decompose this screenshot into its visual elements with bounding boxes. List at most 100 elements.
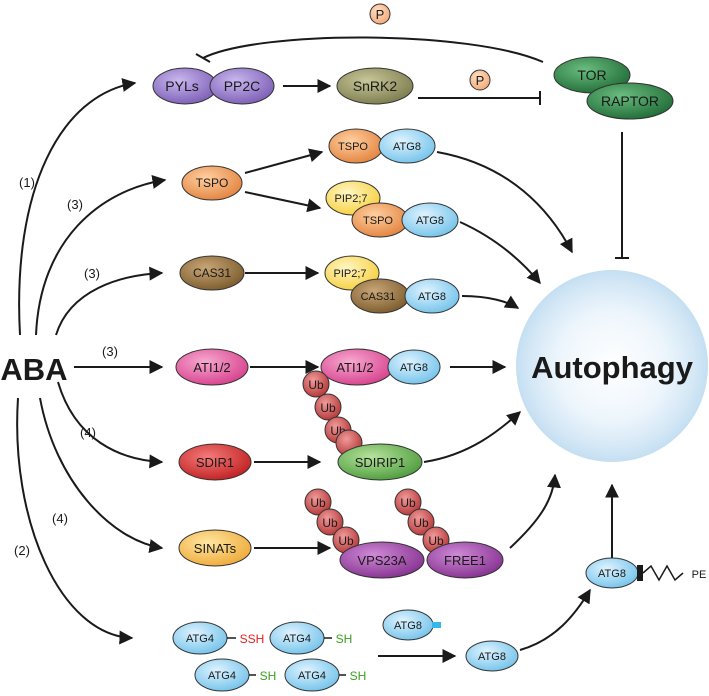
- inhibit-tor-to-pyls: [202, 36, 544, 63]
- arrow-aba-pyls: [18, 78, 137, 336]
- svg-text:ATG4: ATG4: [298, 670, 326, 682]
- svg-text:Ub: Ub: [428, 534, 444, 548]
- svg-text:ATG8: ATG8: [418, 291, 446, 303]
- atg8-tagged: ATG8: [382, 609, 441, 641]
- svg-text:ATI1/2: ATI1/2: [336, 360, 373, 375]
- row6-lines: [254, 473, 561, 555]
- svg-text:PIP2;7: PIP2;7: [333, 268, 366, 280]
- svg-text:Ub: Ub: [320, 401, 336, 415]
- svg-text:VPS23A: VPS23A: [357, 553, 406, 568]
- svg-text:PYLs: PYLs: [165, 78, 198, 94]
- atg8-pe: ATG8 PE: [585, 557, 707, 589]
- svg-text:TSPO: TSPO: [363, 215, 393, 227]
- raptor-protein: RAPTOR: [586, 82, 674, 120]
- snrk2-protein: SnRK2: [336, 67, 414, 105]
- svg-text:PP2C: PP2C: [224, 78, 261, 94]
- row2-lines: [244, 148, 573, 285]
- atg4-ssh: ATG4 SSH: [172, 621, 265, 655]
- arrow-free1-autophagy: [509, 473, 561, 549]
- svg-text:ATI1/2: ATI1/2: [193, 360, 230, 375]
- arrow-aba-cas31: [55, 266, 164, 336]
- arrow-tspo-pip: [244, 191, 322, 213]
- ssh-label: SSH: [240, 632, 265, 646]
- arrow-tspo-atg8: [244, 148, 324, 174]
- svg-text:P: P: [376, 7, 385, 22]
- arrow-aba-tspo: [35, 175, 167, 336]
- svg-text:ATG4: ATG4: [283, 633, 311, 645]
- svg-text:PIP2;7: PIP2;7: [334, 193, 367, 205]
- tspo-protein: TSPO: [181, 165, 243, 201]
- svg-text:CAS31: CAS31: [193, 266, 231, 280]
- svg-text:SH: SH: [350, 669, 367, 683]
- sdirip1-ub-complex: Ub Ub Ub SDIRIP1: [302, 370, 423, 481]
- pe-label: PE: [692, 569, 707, 581]
- svg-text:ATG8: ATG8: [400, 362, 428, 374]
- svg-text:SDIRIP1: SDIRIP1: [355, 455, 406, 470]
- pip-tspo-atg8-complex: PIP2;7 TSPO ATG8: [325, 180, 459, 238]
- path-label-4b: (4): [52, 511, 68, 526]
- phospho-mid: P: [469, 69, 491, 91]
- path-label-4a: (4): [80, 425, 96, 440]
- free1-ub-complex: Ub Ub Ub FREE1: [394, 488, 504, 579]
- row1-lines: [195, 36, 629, 259]
- path-label-3a: (3): [67, 197, 83, 212]
- svg-text:SH: SH: [260, 669, 277, 683]
- svg-text:ATG4: ATG4: [208, 670, 236, 682]
- pp2c-protein: PP2C: [209, 67, 275, 105]
- arrow-piptspo-autophagy: [459, 221, 541, 285]
- path-label-3c: (3): [102, 344, 118, 359]
- row5-lines: [254, 411, 522, 469]
- arrow-aba-atg4: [16, 397, 134, 645]
- svg-text:Ub: Ub: [322, 516, 338, 530]
- path-label-3b: (3): [84, 266, 100, 281]
- arrow-atg8-atg8pe: [519, 588, 591, 651]
- arrow-sdirip1-autophagy: [423, 411, 522, 463]
- sdir1-protein: SDIR1: [178, 443, 252, 481]
- svg-text:SINATs: SINATs: [194, 541, 237, 556]
- phospho-top: P: [369, 3, 391, 25]
- arrow-tspoatg8-autophagy: [436, 151, 573, 254]
- pip-cas31-atg8-complex: PIP2;7 CAS31 ATG8: [324, 255, 460, 314]
- svg-text:ATG4: ATG4: [186, 633, 214, 645]
- pyls-protein: PYLs: [152, 67, 218, 105]
- svg-text:TSPO: TSPO: [338, 141, 368, 153]
- svg-text:ATG8: ATG8: [393, 141, 421, 153]
- svg-text:RAPTOR: RAPTOR: [601, 93, 659, 109]
- vps23a-ub-complex: Ub Ub Ub VPS23A: [304, 488, 425, 579]
- svg-text:ATG8: ATG8: [598, 568, 626, 580]
- svg-text:SDIR1: SDIR1: [196, 455, 234, 470]
- svg-text:Ub: Ub: [400, 496, 416, 510]
- autophagy-label: Autophagy: [531, 350, 694, 385]
- cas31-protein: CAS31: [179, 255, 245, 291]
- tspo-atg8-complex: TSPO ATG8: [328, 128, 436, 164]
- svg-text:SnRK2: SnRK2: [353, 78, 398, 94]
- path-label-1: (1): [19, 175, 35, 190]
- ati12-protein: ATI1/2: [175, 348, 249, 386]
- svg-text:TSPO: TSPO: [196, 176, 229, 190]
- svg-text:SH: SH: [336, 632, 353, 646]
- atg4-sh-3: ATG4 SH: [284, 658, 367, 692]
- arrow-cas31complex-autophagy: [461, 295, 520, 309]
- svg-text:Ub: Ub: [338, 534, 354, 548]
- svg-text:Ub: Ub: [308, 378, 324, 392]
- atg8-free: ATG8: [465, 640, 519, 672]
- svg-text:ATG8: ATG8: [394, 620, 422, 632]
- arrow-aba-sinats: [39, 397, 164, 553]
- atg4-sh-1: ATG4 SH: [269, 621, 353, 655]
- path-label-2: (2): [14, 543, 30, 558]
- aba-label: ABA: [0, 352, 67, 387]
- svg-text:FREE1: FREE1: [444, 553, 486, 568]
- svg-text:TOR: TOR: [577, 67, 606, 83]
- aba-arrows: [16, 78, 167, 645]
- row7-lines: [378, 483, 619, 663]
- ati12-atg8-complex: ATI1/2 ATG8: [320, 348, 441, 386]
- svg-text:P: P: [476, 73, 485, 88]
- svg-text:ATG8: ATG8: [478, 651, 506, 663]
- svg-text:CAS31: CAS31: [361, 291, 396, 303]
- arrow-aba-sdir1: [57, 381, 164, 469]
- svg-text:Ub: Ub: [413, 516, 429, 530]
- autophagy-sphere: Autophagy: [516, 270, 708, 462]
- row3-lines: [245, 266, 520, 309]
- sinats-protein: SINATs: [178, 529, 252, 567]
